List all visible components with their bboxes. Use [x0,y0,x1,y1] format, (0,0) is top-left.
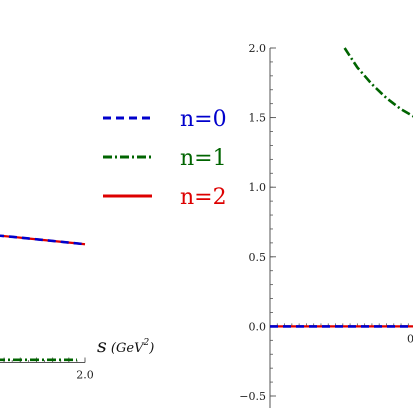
legend: n=0 n=1 n=2 [103,107,227,210]
left-plot-panel: 2.0 s (GeV2) [0,234,154,382]
right-y-tick-label: 0.5 [249,251,267,264]
right-plot-panel: −0.5 0.0 0.5 1.0 1.5 2.0 0 [239,42,413,408]
left-x-axis-title: s (GeV2) [97,335,154,357]
right-y-tick-label: 1.5 [249,112,267,125]
right-y-tick-label: 2.0 [249,42,267,55]
legend-label-n2: n=2 [180,185,227,210]
right-y-tick-label: −0.5 [239,390,266,403]
right-series-n1-line [343,47,413,118]
left-series-group [0,234,86,362]
right-axes: −0.5 0.0 0.5 1.0 1.5 2.0 0 [239,42,413,408]
right-series-group [270,47,413,328]
right-y-tick-label: 1.0 [249,181,267,194]
legend-label-n1: n=1 [180,146,227,171]
right-x-tick-label: 0 [407,332,413,345]
left-x-tick-label: 2.0 [76,369,94,382]
right-y-tick-label: 0.0 [249,320,267,333]
legend-label-n0: n=0 [180,107,227,132]
left-series-n0-line [0,234,86,246]
